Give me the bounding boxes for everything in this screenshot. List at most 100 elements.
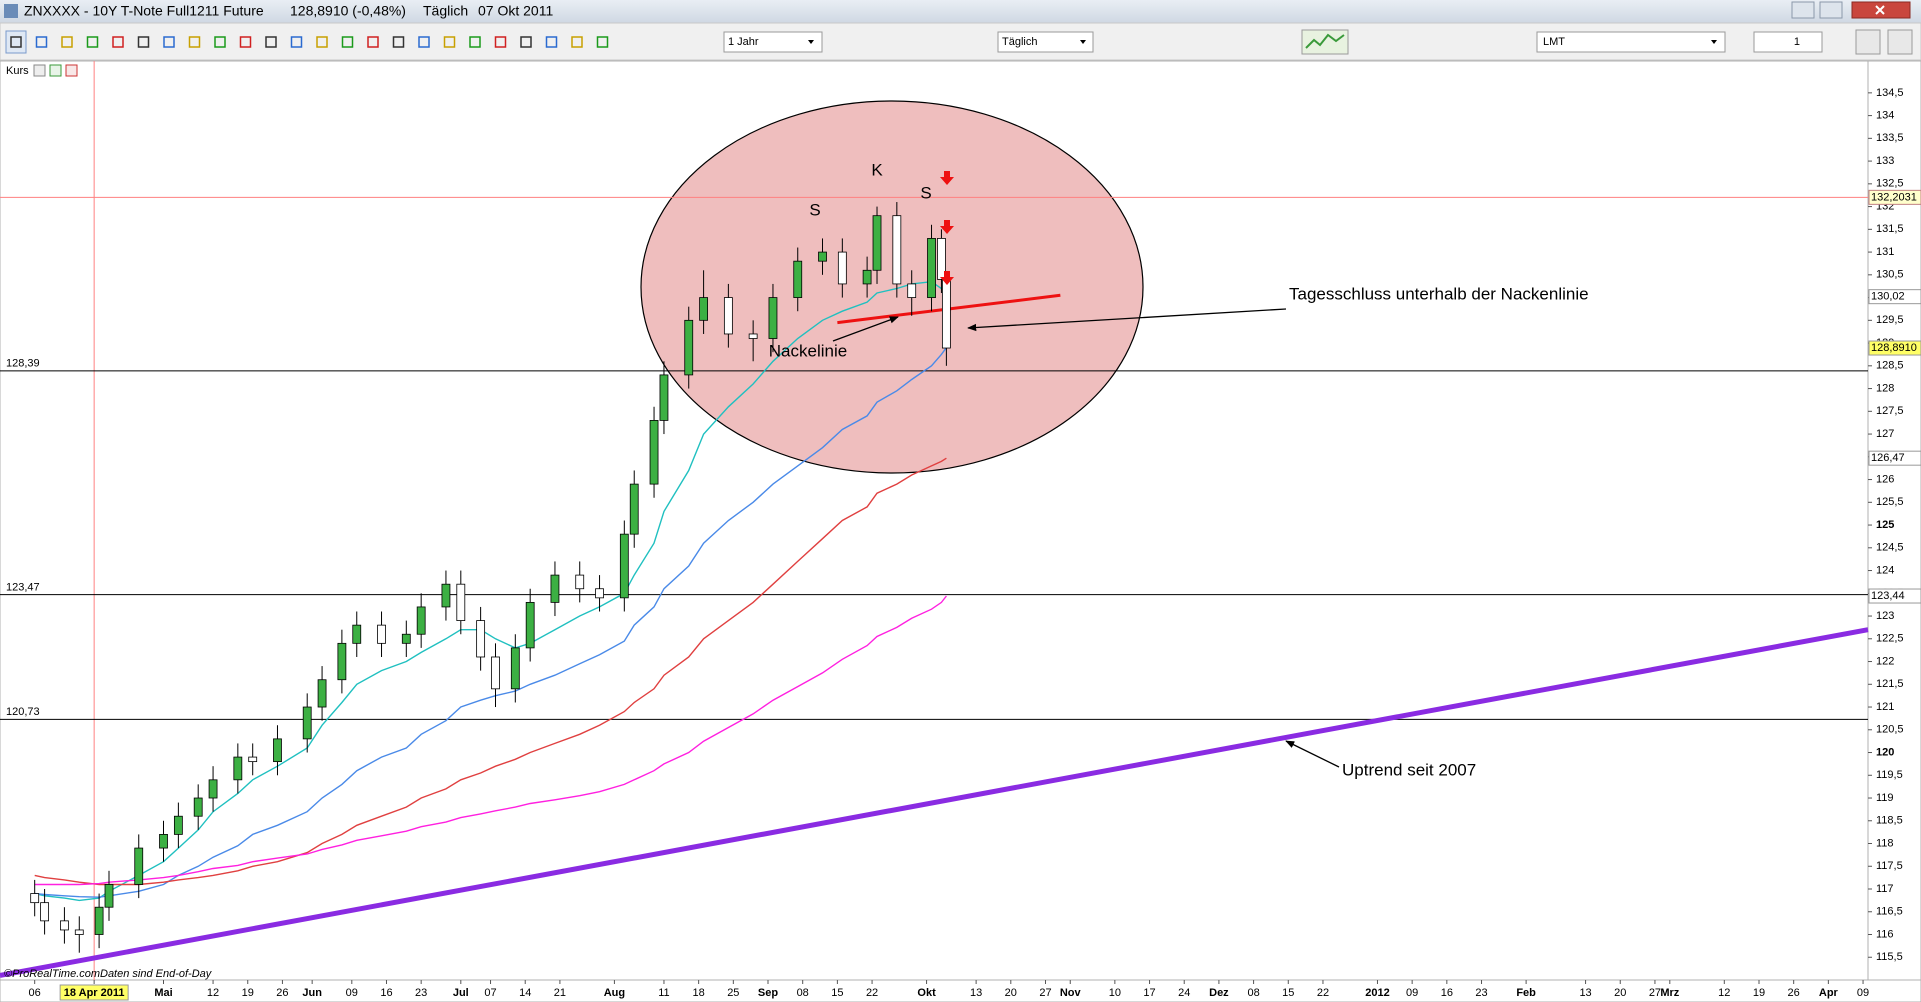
- minimize-button[interactable]: [1791, 1, 1815, 19]
- signal-arrow: [940, 171, 954, 185]
- x-tick-label: 12: [207, 987, 219, 999]
- x-tick-label: 13: [970, 987, 982, 999]
- x-tick-label: 06: [29, 987, 41, 999]
- x-tick-label: 26: [276, 987, 288, 999]
- tool-glyph: [10, 36, 22, 48]
- annotation-arrow: [967, 308, 1287, 332]
- y-tick-label: 118,5: [1876, 815, 1903, 827]
- tool-button[interactable]: [286, 31, 307, 53]
- annotation: K: [871, 160, 883, 179]
- tool-glyph: [443, 36, 456, 48]
- buy-button[interactable]: [1855, 29, 1881, 55]
- tool-button[interactable]: [235, 31, 256, 53]
- interval-dropdown[interactable]: [997, 31, 1094, 53]
- copyright: ©ProRealTime.com: [4, 968, 100, 980]
- y-tick-label: 133: [1876, 155, 1894, 167]
- dropdown-arrow: [1080, 40, 1086, 44]
- range-dropdown[interactable]: [723, 31, 823, 53]
- y-tick-label: 131: [1876, 246, 1894, 258]
- tool-button[interactable]: [5, 30, 27, 54]
- close-icon: [1875, 5, 1885, 15]
- panel-tool[interactable]: [33, 64, 46, 77]
- candle-body: [510, 647, 520, 690]
- tool-button[interactable]: [465, 31, 485, 53]
- tool-button[interactable]: [261, 31, 281, 53]
- x-tick-label: 09: [1857, 987, 1869, 999]
- tool-button[interactable]: [133, 31, 154, 53]
- y-tick-label: 119,5: [1876, 769, 1903, 781]
- annotation: S: [920, 183, 931, 202]
- tool-button[interactable]: [567, 31, 587, 53]
- tool-button[interactable]: [31, 31, 52, 53]
- tool-glyph: [316, 36, 328, 48]
- candle-body: [377, 624, 386, 644]
- maximize-button[interactable]: [1819, 1, 1843, 19]
- y-tick-label: 117: [1876, 883, 1894, 895]
- sell-button[interactable]: [1887, 29, 1913, 55]
- x-tick-label: 07: [484, 987, 496, 999]
- x-tick-label: 15: [831, 987, 843, 999]
- candle-body: [892, 215, 902, 285]
- candle-body: [193, 797, 203, 817]
- tool-glyph: [367, 36, 379, 48]
- y-tick-label: 134: [1876, 110, 1894, 122]
- tool-button[interactable]: [312, 31, 332, 53]
- indicator-button[interactable]: [1301, 29, 1349, 55]
- annotation-arrow: [1285, 740, 1340, 768]
- tool-glyph: [35, 36, 48, 48]
- x-tick-label: Mai: [154, 987, 172, 999]
- footer-note: Daten sind End-of-Day: [100, 968, 213, 980]
- candle-body: [302, 706, 312, 740]
- app-icon: [4, 4, 18, 18]
- y-tick-label: 120: [1876, 746, 1894, 758]
- candle-body: [273, 738, 282, 763]
- x-tick-label: 18 Apr 2011: [64, 987, 125, 999]
- tool-glyph: [265, 36, 277, 48]
- tool-button[interactable]: [516, 31, 536, 53]
- y-tick-label: 124,5: [1876, 542, 1904, 554]
- tool-button[interactable]: [82, 31, 103, 53]
- panel-label: Kurs: [6, 65, 29, 77]
- tool-button[interactable]: [57, 31, 77, 53]
- tool-glyph: [137, 36, 150, 48]
- tool-button[interactable]: [414, 31, 434, 53]
- axis-marker-box: [1868, 289, 1921, 305]
- candle-body: [941, 278, 951, 349]
- order-type-dropdown[interactable]: [1536, 31, 1726, 53]
- candle-body: [416, 606, 426, 635]
- tool-button[interactable]: [337, 31, 358, 53]
- tool-button[interactable]: [184, 31, 205, 53]
- quantity-value: 1: [1794, 36, 1800, 48]
- tool-button[interactable]: [541, 31, 562, 53]
- annotation: Nackelinie: [769, 341, 847, 360]
- y-tick-label: 121: [1876, 701, 1894, 713]
- tool-glyph: [520, 36, 532, 48]
- tool-button[interactable]: [159, 31, 179, 53]
- tool-button[interactable]: [388, 31, 409, 53]
- x-tick-label: Jun: [302, 987, 322, 999]
- y-tick-label: 125,5: [1876, 496, 1904, 508]
- candle-body: [104, 884, 114, 908]
- tool-button[interactable]: [363, 31, 383, 53]
- panel-add[interactable]: [49, 64, 62, 77]
- quantity-input[interactable]: [1753, 31, 1823, 53]
- candle-body: [659, 374, 669, 421]
- tool-button[interactable]: [439, 31, 460, 53]
- price-axis: [1867, 60, 1921, 981]
- tool-button[interactable]: [210, 31, 230, 53]
- tool-glyph: [112, 36, 124, 48]
- y-tick-label: 129,5: [1876, 314, 1904, 326]
- tool-button[interactable]: [108, 31, 128, 53]
- y-tick-label: 123: [1876, 610, 1894, 622]
- x-tick-label: Nov: [1060, 987, 1082, 999]
- panel-close[interactable]: [65, 64, 78, 77]
- tool-button[interactable]: [490, 31, 511, 53]
- time-axis: [0, 979, 1921, 1002]
- x-tick-label: 22: [866, 987, 878, 999]
- x-tick-label: 13: [1579, 987, 1591, 999]
- y-tick-label: 130,5: [1876, 269, 1904, 281]
- tool-button[interactable]: [592, 31, 613, 53]
- candle-body: [872, 215, 882, 271]
- x-tick-label: Feb: [1516, 987, 1536, 999]
